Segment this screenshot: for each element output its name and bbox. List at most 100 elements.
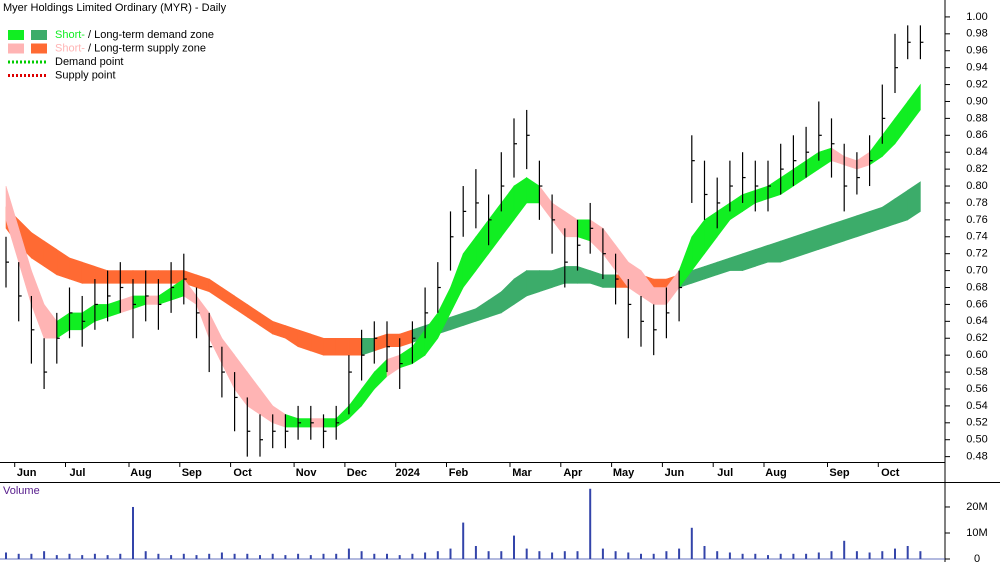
volume-bar — [17, 553, 20, 559]
x-tick-label: Nov — [296, 467, 318, 479]
volume-bar — [246, 553, 249, 559]
y-tick-label: 0.88 — [966, 112, 987, 124]
x-tick-label: 2024 — [395, 467, 420, 479]
volume-bar — [728, 552, 731, 559]
y-tick-label: 0.56 — [966, 383, 987, 395]
zone-segment — [120, 270, 134, 284]
volume-bar — [195, 555, 198, 559]
x-tick-label: Oct — [881, 467, 900, 479]
volume-bar — [30, 553, 33, 559]
x-tick-label: Apr — [563, 467, 583, 479]
x-tick-label: May — [613, 467, 635, 479]
legend-swatch — [31, 30, 47, 40]
volume-bar — [640, 553, 642, 559]
y-tick-label: 0.66 — [966, 298, 987, 310]
volume-bar — [843, 540, 846, 559]
volume-bar — [767, 555, 769, 559]
y-tick-label: 0.60 — [966, 349, 987, 361]
volume-bar — [792, 553, 795, 559]
volume-bar — [551, 552, 554, 559]
y-tick-label: 0.90 — [966, 95, 987, 107]
volume-bar — [373, 553, 376, 559]
zone-segment — [653, 287, 667, 305]
zone-segment — [69, 257, 83, 284]
volume-bar — [614, 551, 617, 559]
y-tick-label: 0.72 — [966, 248, 987, 260]
volume-bar — [411, 553, 414, 559]
y-tick-label: 0.84 — [966, 146, 987, 158]
volume-bar — [119, 553, 122, 559]
y-tick-label: 20M — [966, 501, 987, 513]
volume-bar — [43, 551, 46, 559]
zone-segment — [907, 181, 921, 221]
y-tick-label: 0.80 — [966, 180, 987, 192]
zone-segment — [831, 219, 845, 246]
y-tick-label: 0.82 — [966, 163, 987, 175]
zone-segment — [818, 223, 832, 250]
legend-swatch — [8, 43, 24, 54]
volume-bar — [513, 535, 515, 559]
zone-segment — [386, 333, 401, 348]
y-tick-label: 0.58 — [966, 366, 987, 378]
y-tick-label: 0.98 — [966, 28, 987, 40]
volume-bar — [538, 551, 541, 559]
volume-bar — [81, 555, 84, 559]
volume-bar — [868, 552, 871, 559]
volume-bar — [170, 555, 173, 559]
volume-bar — [678, 548, 681, 559]
volume-bar — [132, 506, 134, 559]
zone-segment — [843, 215, 858, 242]
y-tick-label: 0.62 — [966, 332, 987, 344]
x-tick-label: Jul — [70, 467, 86, 479]
zone-segment — [323, 337, 337, 356]
volume-bar — [716, 551, 719, 559]
volume-bar — [754, 553, 757, 559]
volume-bar — [576, 551, 579, 559]
legend-label: Demand point — [55, 56, 124, 68]
volume-bar — [93, 553, 96, 559]
volume-title: Volume — [3, 485, 40, 497]
volume-bar — [690, 527, 693, 559]
y-tick-label: 0.94 — [966, 62, 987, 74]
y-tick-label: 0.78 — [966, 197, 987, 209]
y-tick-label: 1.00 — [966, 11, 987, 23]
zone-segment — [69, 312, 83, 331]
x-tick-label: Oct — [233, 467, 252, 479]
zone-segment — [107, 270, 121, 284]
legend-swatch — [8, 30, 24, 40]
volume-bar — [817, 552, 820, 559]
legend-label: Short- / Long-term demand zone — [55, 29, 214, 41]
zone-segment — [602, 274, 616, 288]
volume-bar — [779, 553, 782, 559]
y-tick-label: 0.64 — [966, 315, 987, 327]
volume-bar — [563, 551, 566, 559]
zone-segment — [780, 236, 794, 263]
volume-bar — [182, 553, 185, 559]
volume-bar — [589, 488, 592, 559]
volume-bar — [906, 545, 909, 559]
volume-bar — [55, 555, 58, 559]
y-tick-label: 0.50 — [966, 434, 987, 446]
volume-bar — [881, 551, 884, 559]
x-tick-label: Mar — [512, 467, 532, 479]
volume-bar — [601, 548, 604, 559]
volume-bar — [894, 548, 896, 559]
volume-bar — [335, 553, 338, 559]
volume-bar — [309, 555, 312, 559]
x-tick-label: Feb — [449, 467, 469, 479]
volume-bar — [68, 553, 71, 559]
volume-bar — [259, 555, 261, 559]
legend-long: / Long-term supply zone — [88, 42, 206, 54]
volume-bar — [855, 551, 858, 559]
volume-bar — [741, 553, 744, 559]
y-tick-label: 0.48 — [966, 451, 987, 463]
y-tick-label: 0.86 — [966, 129, 987, 141]
volume-bar — [386, 553, 388, 559]
volume-bar — [106, 555, 109, 559]
x-tick-label: Sep — [829, 467, 849, 479]
volume-bar — [436, 551, 439, 559]
volume-bar — [474, 545, 477, 559]
zone-segment — [132, 270, 146, 284]
legend-label: Supply point — [55, 69, 116, 81]
